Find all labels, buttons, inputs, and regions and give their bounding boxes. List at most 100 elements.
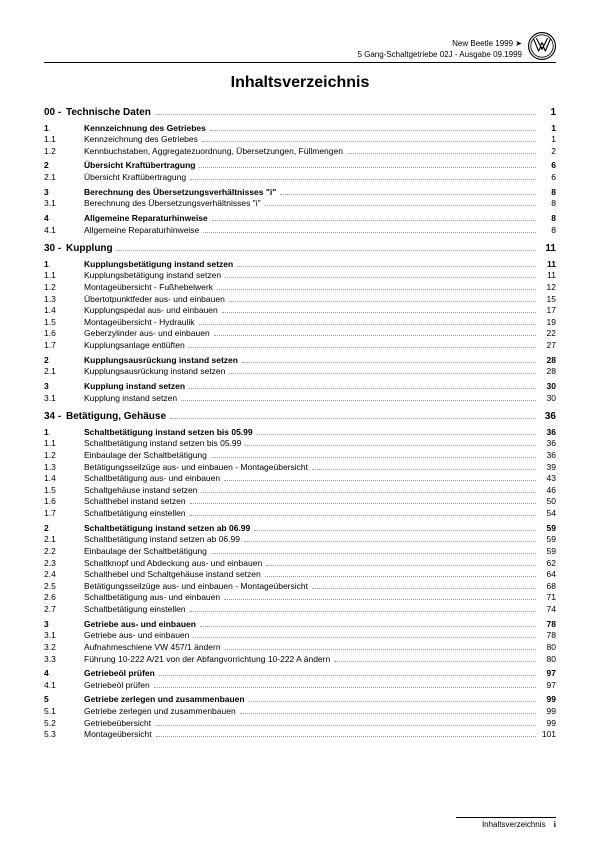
toc-leader-dots: [222, 312, 536, 313]
toc-entry-number: 5.2: [44, 718, 84, 729]
toc-entry-number: 1.3: [44, 462, 84, 473]
toc-leader-dots: [265, 576, 536, 577]
toc-leader-dots: [347, 153, 536, 154]
toc-entry: 1.5Montageübersicht - Hydraulik19: [44, 317, 556, 328]
toc-entry: 4Getriebeöl prüfen97: [44, 668, 556, 679]
toc-entry: 1.1Kennzeichnung des Getriebes1: [44, 134, 556, 145]
toc-entry-title: Betätigungsseilzüge aus- und einbauen - …: [84, 462, 308, 473]
toc-entry-number: 2.6: [44, 592, 84, 603]
toc-leader-dots: [211, 457, 536, 458]
toc-entry-page: 54: [540, 508, 556, 519]
toc-leader-dots: [189, 347, 536, 348]
toc-leader-dots: [199, 167, 536, 168]
chapter-page: 36: [540, 411, 556, 424]
toc-entry: 2.4Schalthebel und Schaltgehäuse instand…: [44, 569, 556, 580]
toc-leader-dots: [225, 277, 536, 278]
toc-leader-dots: [203, 232, 536, 233]
toc-entry-number: 1.6: [44, 496, 84, 507]
toc-entry-page: 36: [540, 450, 556, 461]
toc-entry: 5.1Getriebe zerlegen und zusammenbauen99: [44, 706, 556, 717]
toc-entry: 2.1Übersicht Kraftübertragung6: [44, 172, 556, 183]
toc-entry: 1.5Schaltgehäuse instand setzen46: [44, 485, 556, 496]
toc-leader-dots: [265, 205, 536, 206]
toc-entry-number: 1.1: [44, 438, 84, 449]
page-header: New Beetle 1999 ➤ 5 Gang-Schaltgetriebe …: [44, 32, 556, 63]
toc-entry-title: Schaltbetätigung instand setzen ab 06.99: [84, 523, 250, 534]
toc-leader-dots: [201, 492, 536, 493]
footer-label: Inhaltsverzeichnis: [482, 820, 546, 829]
toc-entry: 1.7Schaltbetätigung einstellen54: [44, 508, 556, 519]
toc-entry-page: 78: [540, 619, 556, 630]
toc-entry-page: 30: [540, 393, 556, 404]
toc-entry-page: 43: [540, 473, 556, 484]
toc-entry-title: Übersicht Kraftübertragung: [84, 160, 195, 171]
toc-entry: 3.2Aufnahmeschiene VW 457/1 ändern80: [44, 642, 556, 653]
toc-leader-dots: [237, 266, 536, 267]
toc-leader-dots: [210, 130, 536, 131]
toc-entry-page: 28: [540, 355, 556, 366]
header-line1: New Beetle 1999 ➤: [44, 39, 522, 49]
toc-entry-number: 2.1: [44, 366, 84, 377]
toc-leader-dots: [224, 480, 536, 481]
toc-leader-dots: [211, 553, 536, 554]
toc-entry-number: 3.1: [44, 393, 84, 404]
toc-entry-title: Kupplungsausrückung instand setzen: [84, 355, 238, 366]
toc-entry-page: 36: [540, 427, 556, 438]
toc-entry-page: 80: [540, 654, 556, 665]
toc-entry: 2.6Schaltbetätigung aus- und einbauen71: [44, 592, 556, 603]
table-of-contents: 00 -Technische Daten11Kennzeichnung des …: [44, 107, 556, 740]
toc-entry: 3.1Kupplung instand setzen 30: [44, 393, 556, 404]
header-text: New Beetle 1999 ➤ 5 Gang-Schaltgetriebe …: [44, 39, 522, 60]
toc-entry: 2.1Schaltbetätigung instand setzen ab 06…: [44, 534, 556, 545]
toc-entry-title: Getriebe zerlegen und zusammenbauen: [84, 706, 236, 717]
toc-entry-title: Getriebeübersicht: [84, 718, 151, 729]
toc-entry-number: 3.1: [44, 198, 84, 209]
toc-leader-dots: [214, 335, 536, 336]
toc-leader-dots: [266, 565, 536, 566]
toc-entry-title: Kennzeichnung des Getriebes: [84, 123, 206, 134]
toc-entry-title: Getriebe aus- und einbauen: [84, 619, 196, 630]
toc-entry-title: Getriebe zerlegen und zusammenbauen: [84, 694, 245, 705]
header-line2: 5 Gang-Schaltgetriebe 02J - Ausgabe 09.1…: [44, 50, 522, 60]
toc-entry: 1.3Übertotpunktfeder aus- und einbauen15: [44, 294, 556, 305]
toc-leader-dots: [229, 373, 536, 374]
toc-entry: 1.2Montageübersicht - Fußhebelwerk12: [44, 282, 556, 293]
toc-entry-title: Kupplungsbetätigung instand setzen: [84, 270, 221, 281]
toc-entry-page: 1: [540, 123, 556, 134]
toc-leader-dots: [240, 713, 536, 714]
toc-entry-number: 1: [44, 123, 84, 134]
toc-entry-page: 80: [540, 642, 556, 653]
toc-entry-page: 6: [540, 160, 556, 171]
toc-entry-title: Kupplung instand setzen: [84, 393, 177, 404]
toc-entry: 2.7Schaltbetätigung einstellen74: [44, 604, 556, 615]
toc-entry-number: 1.5: [44, 317, 84, 328]
toc-entry: 5.2Getriebeübersicht99: [44, 718, 556, 729]
toc-entry-title: Allgemeine Reparaturhinweise: [84, 225, 199, 236]
toc-entry-page: 30: [540, 381, 556, 392]
toc-leader-dots: [117, 250, 536, 251]
toc-entry-title: Getriebe aus- und einbauen: [84, 630, 189, 641]
page-title: Inhaltsverzeichnis: [44, 73, 556, 93]
toc-entry-number: 3: [44, 187, 84, 198]
toc-entry-title: Getriebeöl prüfen: [84, 680, 150, 691]
toc-entry-page: 11: [540, 270, 556, 281]
document-page: New Beetle 1999 ➤ 5 Gang-Schaltgetriebe …: [0, 0, 600, 848]
toc-entry: 1Kupplungsbetätigung instand setzen11: [44, 259, 556, 270]
toc-entry: 2.3Schaltknopf und Abdeckung aus- und ei…: [44, 558, 556, 569]
toc-entry-title: Kupplungspedal aus- und einbauen: [84, 305, 218, 316]
chapter-title: Technische Daten: [66, 107, 151, 120]
toc-entry-title: Schalthebel instand setzen: [84, 496, 186, 507]
toc-entry-number: 2.3: [44, 558, 84, 569]
toc-entry: 1.2Kennbuchstaben, Aggregatezuordnung, Ü…: [44, 146, 556, 157]
toc-entry-number: 1.2: [44, 146, 84, 157]
toc-leader-dots: [245, 445, 536, 446]
toc-entry-page: 8: [540, 225, 556, 236]
toc-entry-number: 2: [44, 523, 84, 534]
toc-entry-page: 2: [540, 146, 556, 157]
toc-entry-title: Montageübersicht - Fußhebelwerk: [84, 282, 213, 293]
toc-entry-title: Schaltbetätigung aus- und einbauen: [84, 592, 220, 603]
toc-entry-page: 8: [540, 213, 556, 224]
toc-entry: 4.1Allgemeine Reparaturhinweise8: [44, 225, 556, 236]
toc-leader-dots: [334, 661, 536, 662]
toc-entry: 3Kupplung instand setzen30: [44, 381, 556, 392]
